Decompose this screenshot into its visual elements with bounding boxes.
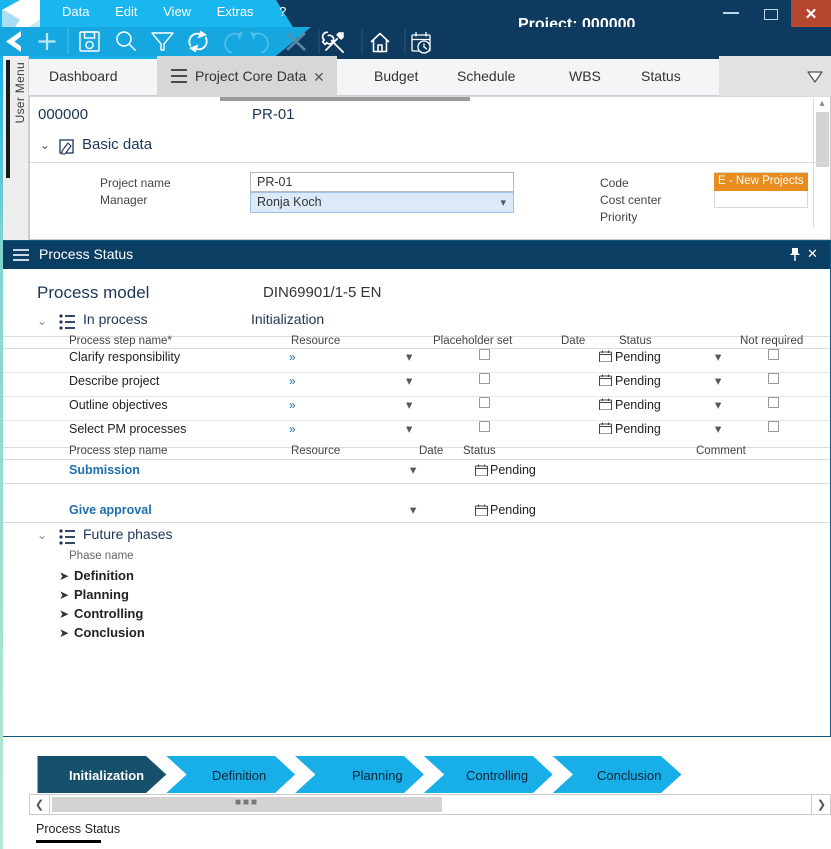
svg-text:Definition: Definition [212, 768, 266, 783]
svg-text:Controlling: Controlling [466, 768, 528, 783]
svg-text:Initialization: Initialization [69, 768, 144, 783]
svg-text:Conclusion: Conclusion [597, 768, 661, 783]
svg-text:Planning: Planning [352, 768, 403, 783]
